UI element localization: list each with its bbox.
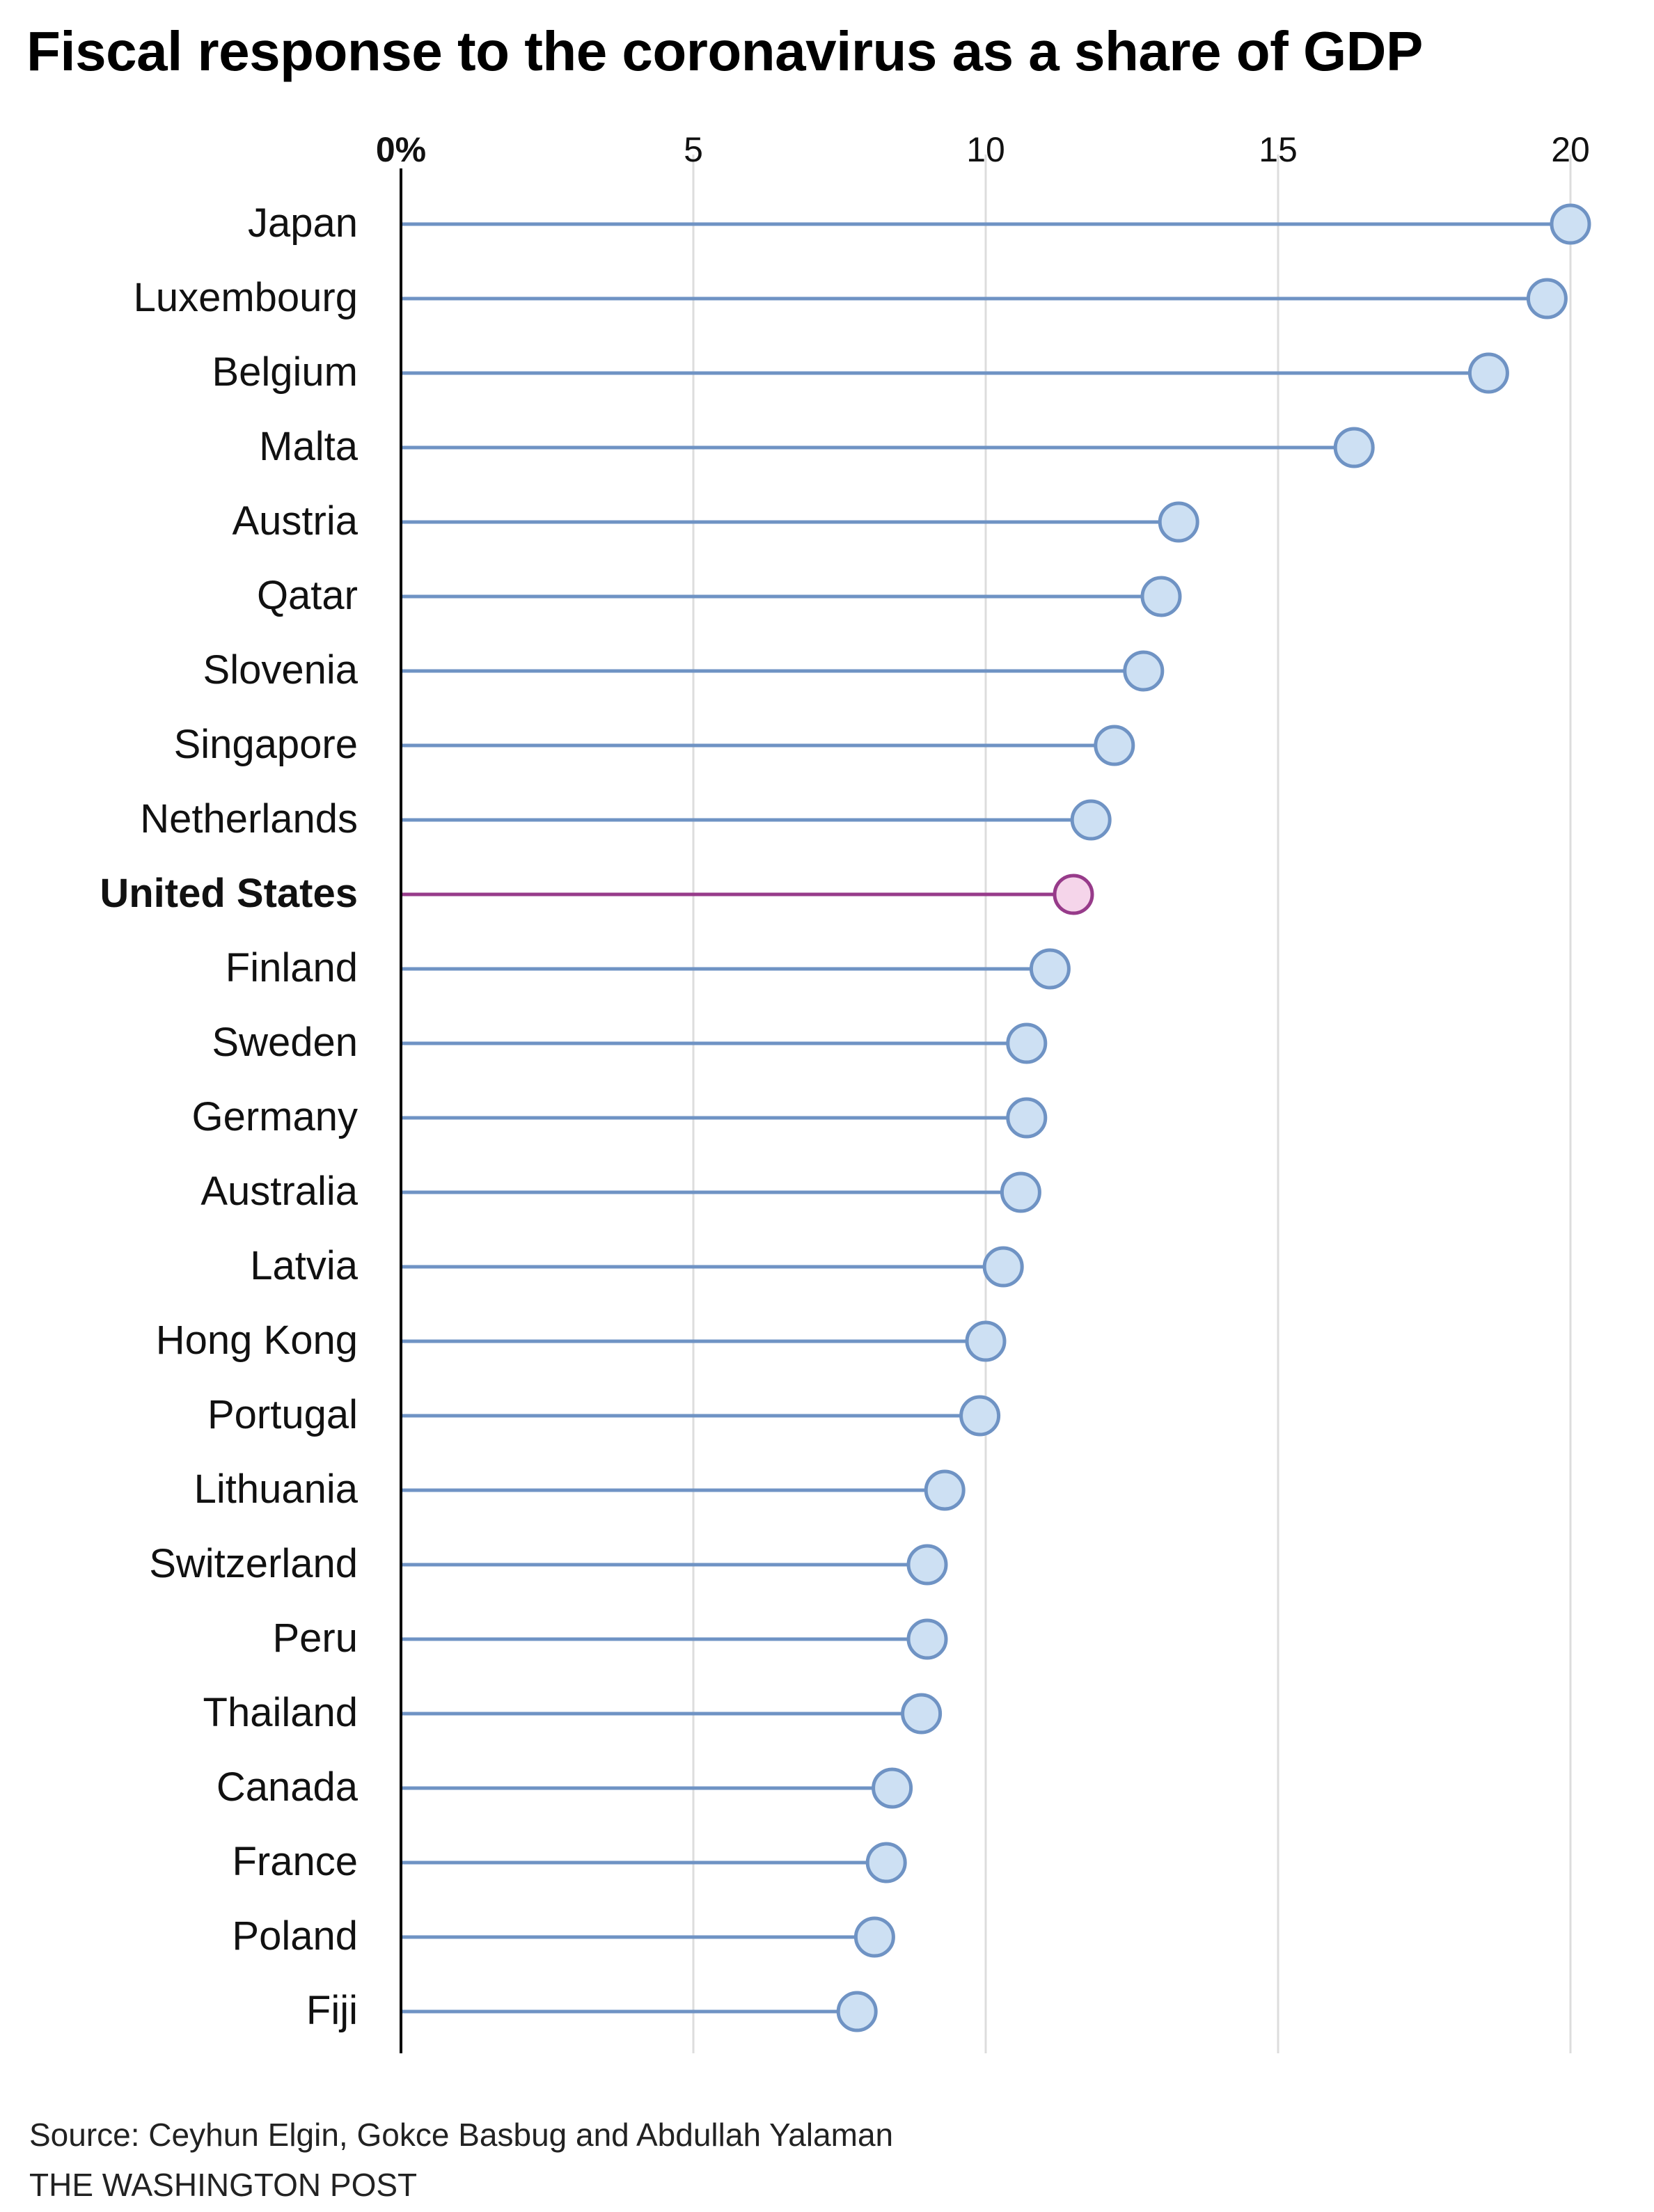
dot-latvia — [982, 1246, 1024, 1288]
category-label-singapore: Singapore — [174, 722, 358, 767]
dot-sweden — [1006, 1022, 1048, 1064]
dot-lithuania — [924, 1469, 966, 1511]
category-label-slovenia: Slovenia — [203, 647, 359, 693]
grid-lines — [692, 155, 1572, 2053]
row-lithuania: Lithuania — [194, 1467, 966, 1512]
row-fiji: Fiji — [306, 1988, 878, 2033]
x-tick-label-10: 10 — [966, 130, 1005, 169]
category-label-poland: Poland — [232, 1913, 358, 1959]
row-thailand: Thailand — [203, 1690, 943, 1735]
category-label-united-states: United States — [100, 871, 358, 916]
row-poland: Poland — [232, 1913, 895, 1959]
row-luxembourg: Luxembourg — [134, 275, 1568, 320]
dot-finland — [1029, 948, 1071, 990]
category-label-switzerland: Switzerland — [149, 1541, 358, 1586]
dot-belgium — [1467, 352, 1509, 394]
lollipop-chart: 0% 5 10 15 20 Japan Luxembourg Belgium Malta Aus… — [100, 130, 1591, 2053]
category-label-france: France — [232, 1839, 358, 1884]
row-netherlands: Netherlands — [140, 796, 1112, 842]
category-label-finland: Finland — [226, 945, 358, 990]
dot-hong-kong — [965, 1320, 1007, 1362]
row-france: France — [232, 1839, 907, 1884]
dot-australia — [1000, 1171, 1041, 1213]
category-label-sweden: Sweden — [212, 1020, 358, 1065]
row-malta: Malta — [259, 424, 1375, 469]
category-label-portugal: Portugal — [207, 1392, 358, 1437]
dot-portugal — [959, 1395, 1001, 1437]
chart-rows: Japan Luxembourg Belgium Malta Austria Qatar S… — [100, 200, 1591, 2033]
row-qatar: Qatar — [257, 573, 1182, 618]
row-finland: Finland — [226, 945, 1071, 990]
dot-poland — [853, 1916, 895, 1958]
category-label-belgium: Belgium — [212, 349, 358, 395]
category-label-netherlands: Netherlands — [140, 796, 358, 842]
row-germany: Germany — [191, 1094, 1048, 1139]
dot-singapore — [1094, 725, 1135, 766]
chart-title: Fiscal response to the coronavirus as a … — [26, 20, 1423, 82]
category-label-canada: Canada — [216, 1764, 359, 1810]
category-label-japan: Japan — [248, 200, 358, 246]
dot-luxembourg — [1526, 278, 1568, 319]
row-canada: Canada — [216, 1764, 913, 1810]
dot-united-states — [1053, 874, 1094, 915]
dot-france — [865, 1842, 907, 1883]
dot-fiji — [836, 1991, 878, 2032]
dot-canada — [872, 1767, 913, 1809]
x-tick-label-5: 5 — [684, 130, 703, 169]
x-tick-labels: 0% 5 10 15 20 — [376, 130, 1590, 169]
row-peru: Peru — [272, 1615, 948, 1661]
category-label-malta: Malta — [259, 424, 359, 469]
row-united-states: United States — [100, 871, 1094, 916]
row-singapore: Singapore — [174, 722, 1135, 767]
category-label-thailand: Thailand — [203, 1690, 358, 1735]
row-switzerland: Switzerland — [149, 1541, 948, 1586]
x-tick-label-15: 15 — [1259, 130, 1298, 169]
category-label-fiji: Fiji — [306, 1988, 358, 2033]
category-label-hong-kong: Hong Kong — [156, 1318, 358, 1363]
category-label-lithuania: Lithuania — [194, 1467, 359, 1512]
dot-peru — [906, 1618, 948, 1660]
publisher-credit: THE WASHINGTON POST — [29, 2167, 418, 2203]
row-belgium: Belgium — [212, 349, 1509, 395]
category-label-peru: Peru — [272, 1615, 358, 1661]
source-note: Source: Ceyhun Elgin, Gokce Basbug and A… — [29, 2117, 894, 2153]
category-label-austria: Austria — [232, 498, 358, 544]
row-japan: Japan — [248, 200, 1591, 246]
dot-germany — [1006, 1097, 1048, 1139]
dot-slovenia — [1123, 650, 1165, 692]
x-tick-label-0: 0% — [376, 130, 426, 169]
row-latvia: Latvia — [250, 1243, 1024, 1288]
x-tick-label-20: 20 — [1551, 130, 1590, 169]
row-australia: Australia — [200, 1169, 1041, 1214]
category-label-australia: Australia — [200, 1169, 358, 1214]
dot-thailand — [901, 1693, 943, 1735]
category-label-qatar: Qatar — [257, 573, 358, 618]
category-label-latvia: Latvia — [250, 1243, 359, 1288]
row-austria: Austria — [232, 498, 1199, 544]
row-slovenia: Slovenia — [203, 647, 1165, 693]
dot-netherlands — [1070, 799, 1112, 841]
dot-malta — [1333, 427, 1375, 468]
dot-qatar — [1140, 576, 1182, 617]
row-portugal: Portugal — [207, 1392, 1001, 1437]
category-label-germany: Germany — [191, 1094, 358, 1139]
dot-austria — [1158, 501, 1199, 543]
row-sweden: Sweden — [212, 1020, 1048, 1065]
dot-switzerland — [906, 1544, 948, 1586]
dot-japan — [1550, 203, 1591, 245]
row-hong-kong: Hong Kong — [156, 1318, 1007, 1363]
category-label-luxembourg: Luxembourg — [134, 275, 358, 320]
